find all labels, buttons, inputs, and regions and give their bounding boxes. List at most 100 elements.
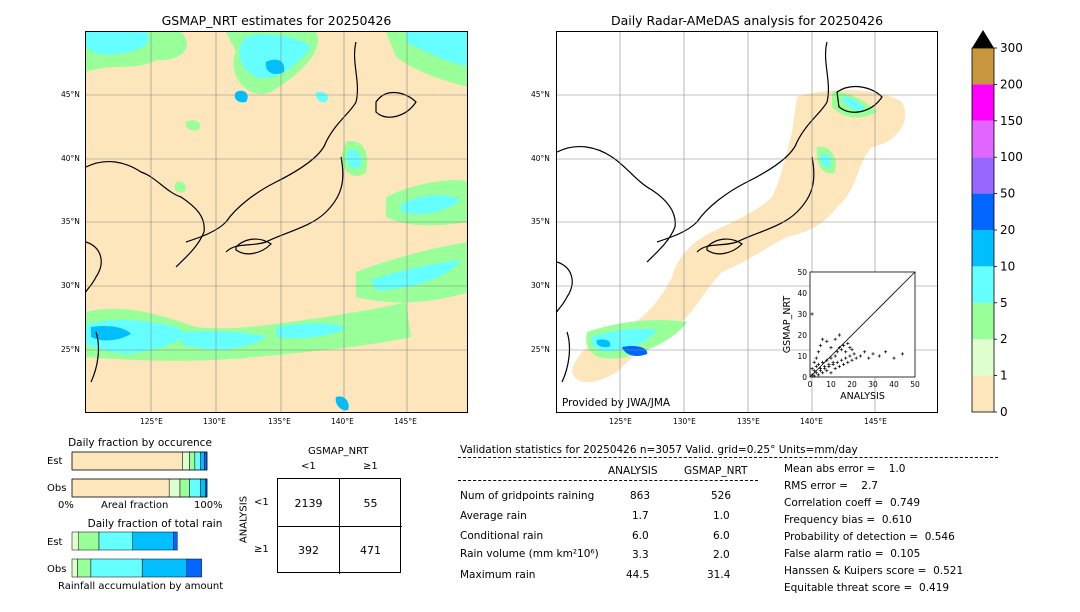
score-line: Probability of detection = 0.546 bbox=[784, 531, 955, 543]
score-line: Frequency bias = 0.610 bbox=[784, 514, 912, 526]
scatter-point bbox=[821, 337, 825, 341]
scatter-point bbox=[821, 360, 825, 364]
stacked-segment bbox=[77, 558, 92, 578]
validation-row-label: Rain volume (mm km²10⁶) bbox=[460, 548, 599, 560]
stacked-segment bbox=[90, 558, 143, 578]
left-lon-tick-3: 140°E bbox=[331, 417, 354, 426]
stacked-segment bbox=[71, 558, 78, 578]
validation-row-label: Average rain bbox=[460, 510, 527, 522]
right-lon-tick-4: 145°E bbox=[864, 417, 887, 426]
occurrence-est-label: Est bbox=[47, 456, 63, 467]
left-lon-tick-1: 130°E bbox=[203, 417, 226, 426]
scatter-point bbox=[858, 354, 862, 358]
scatter-ytick: 50 bbox=[797, 268, 807, 277]
scatter-point bbox=[814, 356, 818, 360]
validation-row-gsmap: 2.0 bbox=[713, 549, 730, 561]
scatter-point bbox=[812, 374, 816, 378]
contingency-cell-11: 2139 bbox=[294, 497, 323, 510]
colorbar-segment bbox=[972, 375, 994, 412]
validation-row-gsmap: 6.0 bbox=[713, 530, 730, 542]
scatter-point bbox=[814, 364, 818, 369]
scatter-point bbox=[837, 364, 841, 369]
validation-row-gsmap: 31.4 bbox=[707, 569, 731, 581]
validation-row-analysis: 863 bbox=[630, 490, 651, 502]
colorbar-label: 150 bbox=[1000, 114, 1023, 128]
stacked-segment bbox=[173, 531, 178, 551]
scatter-ytick: 0 bbox=[802, 373, 807, 382]
scatter-point bbox=[846, 360, 850, 364]
left-lat-tick-0: 45°N bbox=[61, 90, 80, 99]
colorbar-segment bbox=[972, 84, 994, 121]
validation-row-gsmap: 1.0 bbox=[713, 510, 730, 522]
contingency-cell-21: 392 bbox=[298, 544, 319, 557]
occurrence-xtick-left: 0% bbox=[58, 500, 74, 511]
scatter-point bbox=[825, 339, 829, 343]
scatter-point bbox=[837, 333, 841, 337]
right-lon-tick-0: 125°E bbox=[609, 417, 632, 426]
scatter-point bbox=[818, 343, 823, 348]
colorbar-label: 1 bbox=[1000, 369, 1008, 383]
scatter-point bbox=[829, 356, 833, 360]
scatter-point bbox=[816, 373, 820, 377]
contingency-row-label: ANALYSIS bbox=[238, 495, 250, 544]
scatter-point bbox=[844, 350, 848, 354]
right-map-rain-field bbox=[557, 41, 906, 383]
scatter-point bbox=[825, 358, 829, 362]
contingency-row-ge: ≥1 bbox=[254, 544, 269, 555]
scatter-point bbox=[810, 367, 814, 371]
colorbar-label: 300 bbox=[1000, 41, 1023, 55]
colorbar-label: 2 bbox=[1000, 332, 1008, 346]
stacked-frame bbox=[71, 451, 208, 471]
scatter-point bbox=[842, 343, 846, 348]
colorbar-segment bbox=[972, 230, 994, 267]
scatter-xtick: 0 bbox=[808, 380, 813, 389]
validation-row-analysis: 6.0 bbox=[632, 530, 649, 542]
colorbar-segment bbox=[972, 120, 994, 158]
scatter-point bbox=[900, 352, 904, 356]
right-map-title: Daily Radar-AMeDAS analysis for 20250426 bbox=[610, 13, 884, 28]
scatter-point bbox=[831, 360, 835, 364]
contingency-col-lt: <1 bbox=[301, 461, 316, 472]
scatter-point bbox=[827, 362, 831, 366]
scatter-plot: 0 10 20 30 40 50 0 10 20 30 40 50 ANALYSIS GSMAP_NRT bbox=[782, 268, 920, 402]
left-lat-tick-4: 25°N bbox=[61, 345, 80, 354]
colorbar-segment bbox=[972, 157, 994, 194]
occurrence-bars bbox=[71, 451, 208, 498]
scatter-point bbox=[867, 356, 871, 360]
right-lon-tick-2: 135°E bbox=[737, 417, 760, 426]
right-map-grid bbox=[557, 32, 937, 412]
scatter-point bbox=[835, 350, 839, 354]
stacked-segment bbox=[71, 451, 183, 471]
validation-col-analysis: ANALYSIS bbox=[608, 465, 658, 477]
contingency-title: GSMAP_NRT bbox=[308, 446, 369, 457]
scatter-point bbox=[835, 360, 839, 364]
stacked-segment bbox=[200, 478, 206, 498]
validation-row-label: Num of gridpoints raining bbox=[460, 490, 595, 502]
scatter-point bbox=[829, 371, 833, 375]
right-lon-tick-3: 140°E bbox=[800, 417, 823, 426]
scatter-point bbox=[810, 312, 814, 316]
right-lat-tick-2: 35°N bbox=[531, 217, 550, 226]
scatter-point bbox=[850, 358, 854, 362]
validation-row-analysis: 3.3 bbox=[632, 549, 649, 561]
colorbar-label: 5 bbox=[1000, 296, 1008, 310]
rain-obs-label: Obs bbox=[47, 564, 67, 575]
stacked-segment bbox=[71, 478, 170, 498]
rain-fraction-bars bbox=[71, 531, 202, 578]
score-line: Mean abs error = 1.0 bbox=[784, 463, 906, 475]
scatter-point bbox=[816, 350, 820, 354]
right-map-credit: Provided by JWA/JMA bbox=[562, 397, 671, 409]
scatter-xtick: 10 bbox=[826, 380, 836, 389]
stacked-frame bbox=[71, 478, 208, 498]
scatter-xtick: 40 bbox=[889, 380, 899, 389]
scatter-point bbox=[848, 346, 852, 350]
scatter-point bbox=[818, 367, 823, 371]
right-lat-tick-3: 30°N bbox=[531, 281, 550, 290]
left-map-panel bbox=[85, 31, 468, 413]
scatter-point bbox=[844, 356, 848, 360]
scatter-ytick: 10 bbox=[797, 352, 807, 361]
colorbar-segment bbox=[972, 302, 994, 340]
scatter-point bbox=[884, 350, 888, 354]
left-lat-tick-1: 40°N bbox=[61, 154, 80, 163]
validation-row-label: Conditional rain bbox=[460, 530, 544, 542]
